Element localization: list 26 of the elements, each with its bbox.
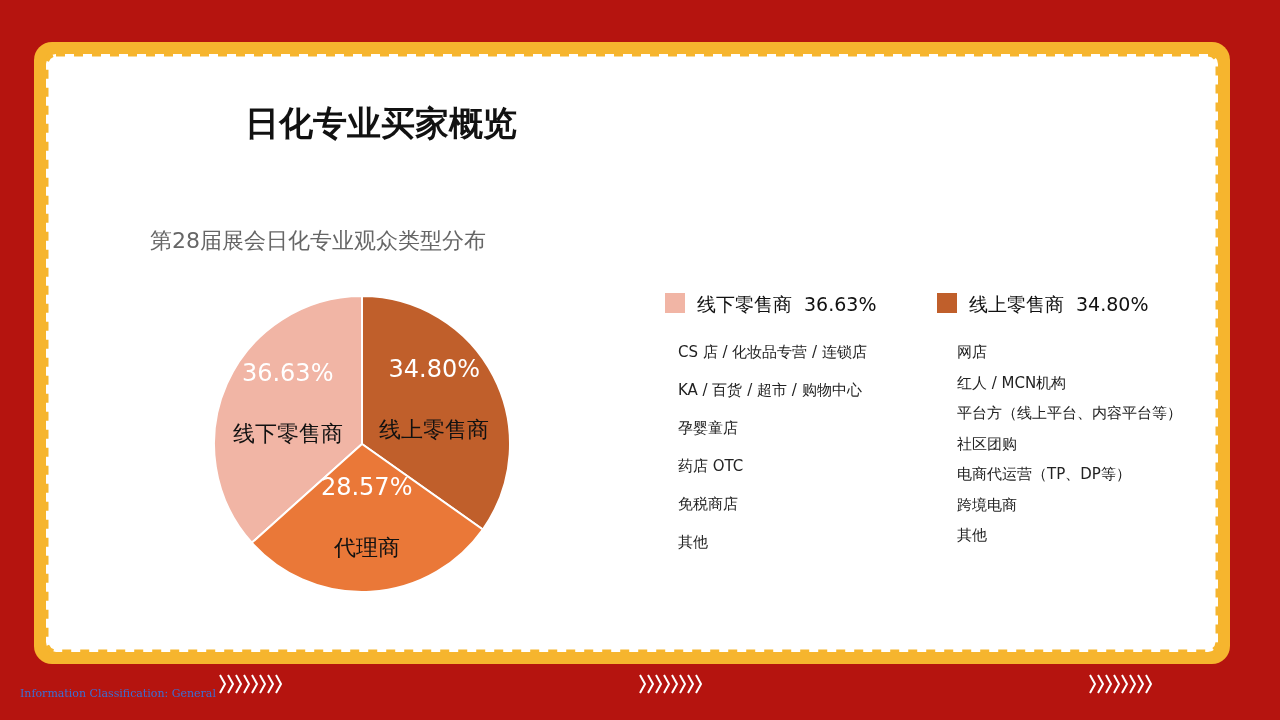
text: 免税商店 bbox=[678, 495, 738, 513]
legend-label: 线上零售商 bbox=[969, 293, 1064, 315]
slice-label: 代理商 bbox=[332, 535, 400, 561]
text: CS 店 / 化妆品专营 / 连锁店 bbox=[678, 343, 867, 361]
text: 36.63% bbox=[804, 293, 877, 315]
text: 跨境电商 bbox=[957, 495, 1017, 514]
legend-label: 线下零售商 bbox=[697, 293, 792, 315]
text: KA / 百货 / 超市 / 购物中心 bbox=[678, 381, 862, 399]
data-label: 34.80% bbox=[388, 354, 481, 383]
text: 电商代运营（TP、DP等） bbox=[957, 465, 1131, 483]
text: Information Classification: General bbox=[20, 687, 217, 700]
text: 社区团购 bbox=[957, 434, 1017, 453]
text: 药店 OTC bbox=[678, 457, 744, 475]
data-label: 36.63% bbox=[241, 358, 334, 387]
text: 孕婴童店 bbox=[678, 419, 738, 437]
text: 网店 bbox=[957, 343, 987, 361]
text: 34.80% bbox=[1076, 293, 1149, 315]
chart-subtitle: 第28届展会日化专业观众类型分布 bbox=[150, 228, 486, 253]
text: 红人 / MCN机构 bbox=[957, 373, 1067, 392]
slice-label: 线上零售商 bbox=[379, 416, 490, 442]
data-label: 28.57% bbox=[320, 473, 413, 502]
slice-label: 线下零售商 bbox=[232, 420, 343, 446]
text: 其他 bbox=[678, 533, 708, 551]
chart-title: 日化专业买家概览 bbox=[245, 103, 517, 143]
text: 其他 bbox=[957, 526, 987, 544]
text: 平台方（线上平台、内容平台等） bbox=[957, 404, 1182, 422]
